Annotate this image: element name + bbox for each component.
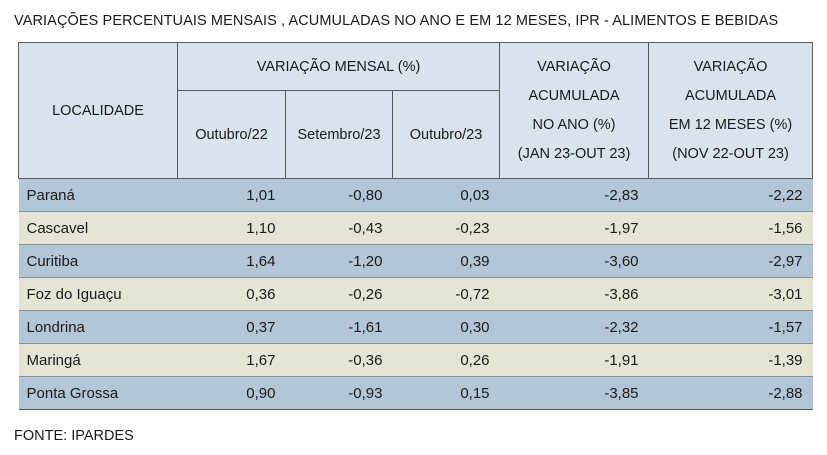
header-localidade: LOCALIDADE [18,42,178,179]
table-row: Curitiba 1,64 -1,20 0,39 -3,60 -2,97 [18,244,813,278]
header-twelve-line: (NOV 22-OUT 23) [672,145,789,162]
cell-value: -1,57 [648,310,813,344]
header-twelve-line: EM 12 MESES (%) [668,116,793,133]
header-ytd: VARIAÇÃO ACUMULADA NO ANO (%) (JAN 23-OU… [499,42,650,179]
cell-localidade: Paraná [18,178,178,212]
header-monthly-group: VARIAÇÃO MENSAL (%) [176,42,501,91]
cell-localidade: Maringá [18,343,178,377]
cell-value: -1,91 [499,343,649,377]
cell-value: -3,85 [499,376,649,410]
cell-value: -2,32 [499,310,649,344]
cell-value: -0,72 [392,277,500,311]
cell-value: -0,93 [285,376,393,410]
header-ytd-line: NO ANO (%) [532,116,616,133]
table-title: VARIAÇÕES PERCENTUAIS MENSAIS , ACUMULAD… [14,13,779,29]
cell-value: -0,26 [285,277,393,311]
cell-value: 0,26 [392,343,500,377]
table-row: Cascavel 1,10 -0,43 -0,23 -1,97 -1,56 [18,211,813,245]
table-header: LOCALIDADE VARIAÇÃO MENSAL (%) VARIAÇÃO … [18,42,814,179]
table-row: Maringá 1,67 -0,36 0,26 -1,91 -1,39 [18,343,813,377]
cell-value: -0,23 [392,211,500,245]
table-row: Paraná 1,01 -0,80 0,03 -2,83 -2,22 [18,178,813,212]
cell-value: 0,37 [177,310,286,344]
cell-value: 0,36 [177,277,286,311]
header-twelve-line: VARIAÇÃO [693,58,768,75]
cell-value: 0,90 [177,376,286,410]
cell-value: -0,43 [285,211,393,245]
cell-value: -1,61 [285,310,393,344]
cell-value: -0,36 [285,343,393,377]
cell-value: 1,10 [177,211,286,245]
cell-localidade: Londrina [18,310,178,344]
cell-value: -2,88 [648,376,813,410]
header-month-col: Outubro/22 [177,90,286,179]
cell-localidade: Cascavel [18,211,178,245]
cell-localidade: Foz do Iguaçu [18,277,178,311]
cell-value: -3,60 [499,244,649,278]
header-ytd-line: VARIAÇÃO [537,58,611,75]
cell-localidade: Ponta Grossa [18,376,178,410]
header-ytd-line: ACUMULADA [528,87,620,104]
cell-value: 1,01 [177,178,286,212]
header-month-col: Outubro/23 [391,90,501,179]
header-month-col: Setembro/23 [285,90,393,179]
cell-value: 1,67 [177,343,286,377]
table-row: Londrina 0,37 -1,61 0,30 -2,32 -1,57 [18,310,813,344]
cell-value: -3,86 [499,277,649,311]
cell-value: -1,56 [648,211,813,245]
cell-value: -2,22 [648,178,813,212]
cell-value: 0,03 [392,178,500,212]
cell-value: -3,01 [648,277,813,311]
cell-value: -2,97 [648,244,813,278]
data-table: LOCALIDADE VARIAÇÃO MENSAL (%) VARIAÇÃO … [18,42,814,410]
cell-value: -1,20 [285,244,393,278]
cell-value: -1,97 [499,211,649,245]
cell-value: -2,83 [499,178,649,212]
header-twelve-line: ACUMULADA [685,87,777,104]
cell-localidade: Curitiba [18,244,178,278]
table-row: Foz do Iguaçu 0,36 -0,26 -0,72 -3,86 -3,… [18,277,813,311]
table-body: Paraná 1,01 -0,80 0,03 -2,83 -2,22 Casca… [18,178,813,410]
header-twelve-months: VARIAÇÃO ACUMULADA EM 12 MESES (%) (NOV … [648,42,814,179]
cell-value: 1,64 [177,244,286,278]
cell-value: 0,30 [392,310,500,344]
cell-value: -0,80 [285,178,393,212]
header-ytd-line: (JAN 23-OUT 23) [517,145,631,162]
cell-value: 0,39 [392,244,500,278]
cell-value: -1,39 [648,343,813,377]
table-row: Ponta Grossa 0,90 -0,93 0,15 -3,85 -2,88 [18,376,813,410]
source-note: FONTE: IPARDES [14,428,134,444]
cell-value: 0,15 [392,376,500,410]
